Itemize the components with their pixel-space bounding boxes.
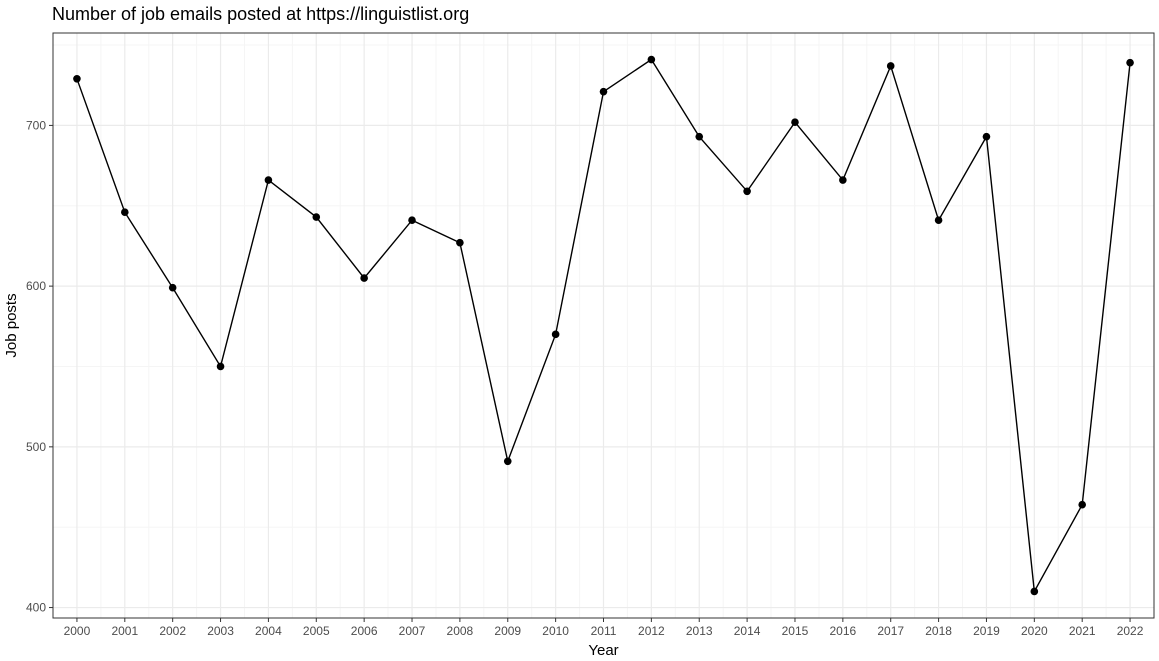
data-point [168, 283, 177, 292]
x-tick-label: 2000 [64, 624, 91, 638]
y-axis-ticks: 400 500 600 700 [26, 118, 53, 615]
x-tick-label: 2013 [686, 624, 713, 638]
x-tick-label: 2003 [207, 624, 234, 638]
data-point [695, 132, 704, 141]
y-axis-title: Job posts [3, 293, 20, 357]
y-tick-label: 400 [26, 601, 46, 615]
data-point [73, 75, 81, 83]
data-point [647, 55, 656, 64]
data-point [934, 216, 943, 225]
data-point [456, 238, 464, 247]
data-point [743, 187, 751, 196]
data-point [312, 213, 321, 221]
data-point [982, 132, 991, 141]
data-point [121, 208, 129, 216]
x-tick-label: 2002 [159, 624, 186, 638]
x-tick-label: 2019 [973, 624, 1000, 638]
x-tick-label: 2011 [591, 624, 617, 638]
x-tick-label: 2018 [925, 624, 952, 638]
x-tick-label: 2008 [447, 624, 474, 638]
x-tick-label: 2010 [542, 624, 569, 638]
data-point [551, 330, 560, 339]
x-tick-label: 2004 [255, 624, 282, 638]
x-tick-label: 2007 [399, 624, 426, 638]
x-axis-ticks: 2000 2001 2002 2003 2004 2005 2006 2007 2008 2009… [64, 618, 1144, 638]
data-point [1078, 500, 1086, 509]
data-point [1126, 58, 1134, 67]
data-point [408, 216, 416, 225]
x-tick-label: 2021 [1069, 624, 1096, 638]
data-point [216, 362, 225, 371]
y-tick-label: 600 [26, 279, 46, 293]
x-tick-label: 2017 [877, 624, 904, 638]
data-point [1030, 587, 1039, 596]
grid-lines [53, 33, 1154, 618]
x-tick-label: 2015 [782, 624, 809, 638]
x-tick-label: 2009 [494, 624, 521, 638]
y-tick-label: 700 [26, 118, 46, 132]
data-point [886, 62, 895, 70]
x-tick-label: 2005 [303, 624, 330, 638]
x-axis-title: Year [588, 642, 618, 659]
x-tick-label: 2001 [111, 624, 138, 638]
data-point [503, 457, 512, 466]
data-point [360, 274, 368, 282]
x-tick-label: 2014 [734, 624, 761, 638]
x-tick-label: 2016 [829, 624, 856, 638]
data-point [791, 118, 799, 126]
x-tick-label: 2012 [638, 624, 665, 638]
x-tick-label: 2006 [351, 624, 378, 638]
x-tick-label: 2022 [1117, 624, 1144, 638]
data-point [599, 87, 608, 96]
data-point [839, 176, 847, 184]
x-tick-label: 2020 [1021, 624, 1048, 638]
data-point [264, 176, 273, 184]
y-tick-label: 500 [26, 440, 46, 454]
data-points [73, 55, 1134, 596]
chart-title: Number of job emails posted at https://l… [52, 4, 470, 24]
